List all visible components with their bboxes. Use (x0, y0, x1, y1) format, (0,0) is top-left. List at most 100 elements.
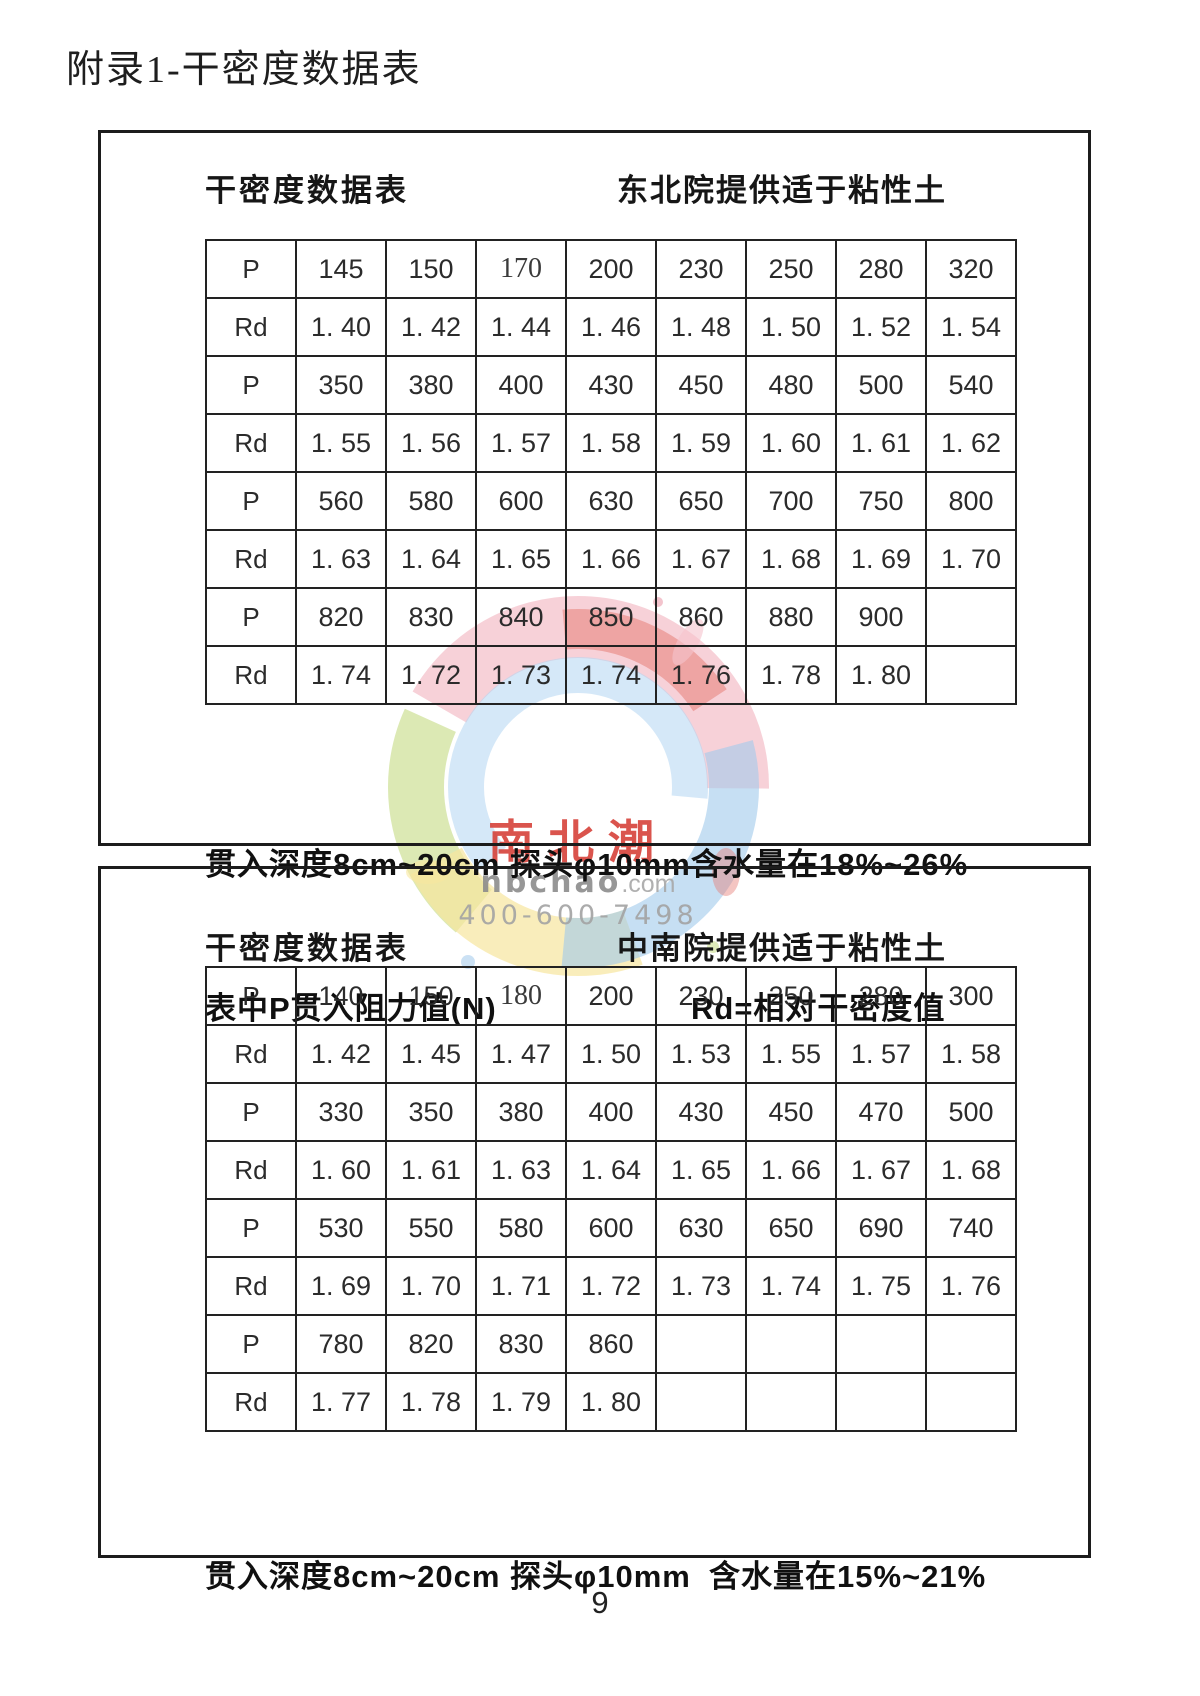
table-title: 干密度数据表 (205, 931, 409, 966)
table-row: Rd 1. 40 1. 42 1. 44 1. 46 1. 48 1. 50 1. 52 1. … (205, 297, 1017, 357)
data-cell: 1. 70 (385, 1256, 477, 1316)
data-cell: 1. 61 (385, 1140, 477, 1200)
data-cell: 1. 78 (745, 645, 837, 705)
row-label-cell: Rd (205, 1256, 297, 1316)
row-label-cell: P (205, 355, 297, 415)
data-cell: 280 (835, 239, 927, 299)
table-panel-central-south: 干密度数据表 中南院提供适于粘性土 P 140 150 180 200 230 250 280… (98, 866, 1091, 1594)
data-cell: 430 (655, 1082, 747, 1142)
row-label-cell: Rd (205, 297, 297, 357)
data-cell: 1. 50 (745, 297, 837, 357)
data-cell: 1. 75 (835, 1256, 927, 1316)
data-cell: 1. 42 (295, 1024, 387, 1084)
row-label-cell: Rd (205, 1024, 297, 1084)
data-cell: 1. 47 (475, 1024, 567, 1084)
data-cell: 400 (565, 1082, 657, 1142)
note-line: 贯入深度8cm~20cm 探头φ10mm (205, 1559, 691, 1594)
row-label-cell: P (205, 966, 297, 1026)
table-row: P 330 350 380 400 430 450 470 500 (205, 1082, 1017, 1142)
data-cell: 1. 73 (475, 645, 567, 705)
data-cell: 230 (655, 966, 747, 1026)
data-cell: 1. 63 (475, 1140, 567, 1200)
table-row: Rd 1. 74 1. 72 1. 73 1. 74 1. 76 1. 78 1. 80 (205, 645, 1017, 705)
data-cell: 180 (475, 966, 567, 1026)
data-cell: 560 (295, 471, 387, 531)
data-cell: 1. 54 (925, 297, 1017, 357)
data-cell: 630 (655, 1198, 747, 1258)
row-label-cell: P (205, 239, 297, 299)
data-cell: 1. 50 (565, 1024, 657, 1084)
data-cell (925, 1372, 1017, 1432)
table-panel-northeast: 干密度数据表 东北院提供适于粘性土 P 145 150 170 200 230 250 280… (98, 130, 1091, 1026)
data-cell: 1. 79 (475, 1372, 567, 1432)
data-cell: 650 (655, 471, 747, 531)
data-cell: 380 (475, 1082, 567, 1142)
data-cell: 900 (835, 587, 927, 647)
data-cell: 1. 70 (925, 529, 1017, 589)
data-cell: 400 (475, 355, 567, 415)
data-cell: 740 (925, 1198, 1017, 1258)
data-cell: 150 (385, 239, 477, 299)
data-cell: 320 (925, 239, 1017, 299)
data-cell: 145 (295, 239, 387, 299)
row-label-cell: P (205, 1198, 297, 1258)
data-cell: 1. 60 (745, 413, 837, 473)
row-label-cell: P (205, 1082, 297, 1142)
data-cell: 380 (385, 355, 477, 415)
data-cell: 1. 53 (655, 1024, 747, 1084)
table-row: P 350 380 400 430 450 480 500 540 (205, 355, 1017, 415)
data-cell: 330 (295, 1082, 387, 1142)
data-cell (835, 1314, 927, 1374)
data-cell: 800 (925, 471, 1017, 531)
data-cell: 690 (835, 1198, 927, 1258)
data-cell: 1. 64 (565, 1140, 657, 1200)
table-row: P 145 150 170 200 230 250 280 320 (205, 239, 1017, 299)
data-cell: 300 (925, 966, 1017, 1026)
dry-density-table-central-south: P 140 150 180 200 230 250 280 300 Rd 1. 42 1. 45 1. … (205, 966, 1017, 1432)
data-cell: 150 (385, 966, 477, 1026)
page-title: 附录1-干密度数据表 (66, 49, 422, 91)
table-row: P 140 150 180 200 230 250 280 300 (205, 966, 1017, 1026)
data-cell: 630 (565, 471, 657, 531)
data-cell: 880 (745, 587, 837, 647)
data-cell: 840 (475, 587, 567, 647)
table-row: P 560 580 600 630 650 700 750 800 (205, 471, 1017, 531)
data-cell: 170 (475, 239, 567, 299)
table-row: Rd 1. 77 1. 78 1. 79 1. 80 (205, 1372, 1017, 1432)
table-row: P 780 820 830 860 (205, 1314, 1017, 1374)
data-cell (925, 587, 1017, 647)
table-row: P 530 550 580 600 630 650 690 740 (205, 1198, 1017, 1258)
table-subtitle: 东北院提供适于粘性土 (617, 173, 947, 208)
data-cell (655, 1372, 747, 1432)
data-cell: 1. 65 (655, 1140, 747, 1200)
data-cell: 1. 67 (835, 1140, 927, 1200)
row-label-cell: P (205, 471, 297, 531)
data-cell: 1. 68 (745, 529, 837, 589)
data-cell: 1. 52 (835, 297, 927, 357)
data-cell: 200 (565, 239, 657, 299)
table-row: Rd 1. 60 1. 61 1. 63 1. 64 1. 65 1. 66 1. 67 1. … (205, 1140, 1017, 1200)
data-cell: 1. 40 (295, 297, 387, 357)
data-cell: 540 (925, 355, 1017, 415)
data-cell: 200 (565, 966, 657, 1026)
data-cell: 250 (745, 966, 837, 1026)
data-cell: 850 (565, 587, 657, 647)
data-cell: 480 (745, 355, 837, 415)
data-cell (835, 1372, 927, 1432)
data-cell: 1. 55 (745, 1024, 837, 1084)
data-cell: 1. 58 (925, 1024, 1017, 1084)
data-cell: 450 (655, 355, 747, 415)
data-cell: 1. 74 (565, 645, 657, 705)
data-cell: 500 (925, 1082, 1017, 1142)
dry-density-table-northeast: P 145 150 170 200 230 250 280 320 Rd 1. 40 1. 42 1. … (205, 239, 1017, 705)
data-cell: 860 (655, 587, 747, 647)
data-cell: 1. 44 (475, 297, 567, 357)
data-cell: 780 (295, 1314, 387, 1374)
data-cell: 430 (565, 355, 657, 415)
row-label-cell: P (205, 587, 297, 647)
data-cell: 1. 60 (295, 1140, 387, 1200)
data-cell: 580 (385, 471, 477, 531)
row-label-cell: Rd (205, 413, 297, 473)
table-subtitle: 中南院提供适于粘性土 (617, 931, 947, 966)
data-cell: 1. 71 (475, 1256, 567, 1316)
